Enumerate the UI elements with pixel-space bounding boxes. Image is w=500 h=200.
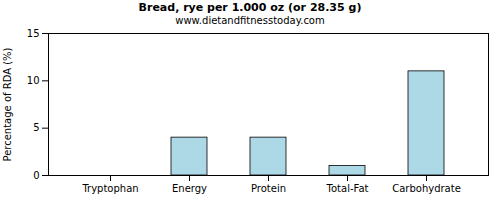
svg-text:Energy: Energy <box>172 183 207 194</box>
html-text:Bread, rye per 1.000 oz (or 28: Bread, rye per 1.000 oz (or 28.35 g) <box>138 1 362 14</box>
html-text:www.dietandfitnesstoday.com: www.dietandfitnesstoday.com <box>175 15 325 26</box>
svg-text:0: 0 <box>33 170 39 181</box>
svg-text:5: 5 <box>33 122 39 133</box>
svg-text:Percentage of RDA (%): Percentage of RDA (%) <box>2 47 13 161</box>
svg-text:15: 15 <box>27 28 40 39</box>
svg-text:Protein: Protein <box>251 183 286 194</box>
svg-text:Tryptophan: Tryptophan <box>81 183 138 194</box>
svg-text:Total-Fat: Total-Fat <box>326 183 369 194</box>
svg-text:Carbohydrate: Carbohydrate <box>392 183 461 194</box>
svg-text:10: 10 <box>27 75 40 86</box>
